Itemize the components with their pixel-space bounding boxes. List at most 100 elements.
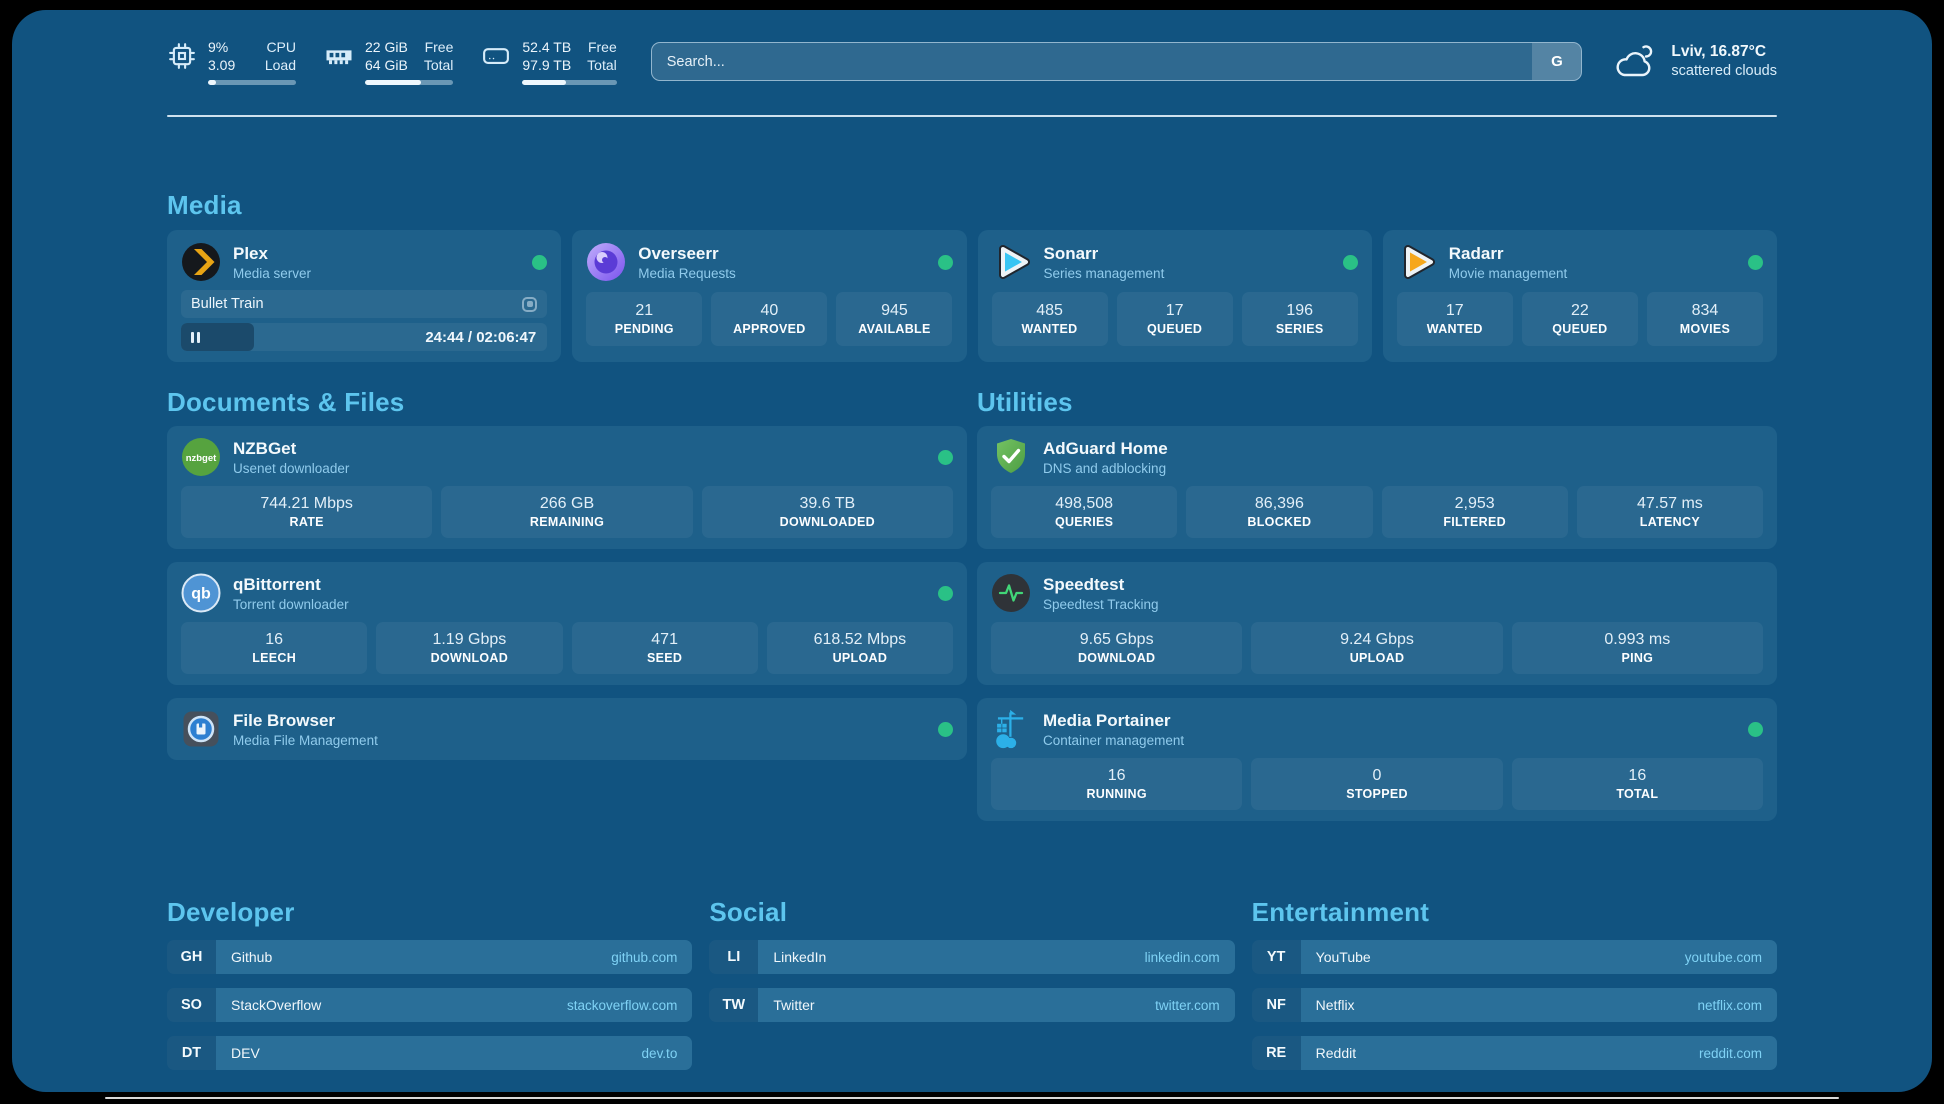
disk-free: 52.4 TB [522, 39, 572, 55]
bookmark-stackoverflow[interactable]: SO StackOverflow stackoverflow.com [167, 988, 693, 1022]
bookmark-label: Twitter [773, 997, 815, 1013]
bookmark-abbr: RE [1251, 1036, 1301, 1070]
app-card-qbittorrent[interactable]: qb qBittorrent Torrent downloader 16 LEE… [167, 562, 967, 685]
disk-icon [481, 41, 511, 71]
portainer-icon [991, 709, 1031, 749]
section-title-entertainment: Entertainment [1251, 897, 1430, 927]
plex-icon [181, 242, 221, 282]
svg-text:qb: qb [191, 586, 211, 603]
search-bar: G [650, 42, 1583, 81]
cpu-values: 9% 3.09 [208, 38, 235, 74]
status-dot [937, 254, 953, 270]
qbittorrent-icon: qb [181, 573, 221, 613]
app-name: Media Portainer [1043, 710, 1171, 730]
bookmark-label: YouTube [1315, 949, 1371, 965]
cpu-icon [167, 41, 197, 71]
app-name: Plex [233, 243, 268, 263]
app-subtitle: Media server [233, 265, 312, 281]
app-card-overseerr[interactable]: Overseerr Media Requests 21 PENDING 40 A… [572, 230, 967, 362]
bookmarks-social: Social LI LinkedIn linkedin.com TW Twitt… [709, 896, 1235, 1084]
bookmark-linkedin[interactable]: LI LinkedIn linkedin.com [709, 940, 1235, 974]
status-dot [938, 721, 953, 737]
bookmark-netflix[interactable]: NF Netflix netflix.com [1251, 988, 1777, 1022]
bookmark-reddit[interactable]: RE Reddit reddit.com [1251, 1036, 1777, 1070]
playback-progress-bar[interactable]: 24:44 / 02:06:47 [181, 323, 548, 351]
stat-seed: 471 SEED [571, 622, 758, 674]
app-card-plex[interactable]: Plex Media server Bullet Train 24:44 / 0… [167, 230, 562, 362]
stat-running: 16 RUNNING [991, 758, 1243, 810]
dashboard: 9% 3.09 CPU Load [12, 10, 1932, 1092]
app-card-speedtest[interactable]: Speedtest Speedtest Tracking 9.65 Gbps D… [977, 562, 1777, 685]
media-cards-row: Plex Media server Bullet Train 24:44 / 0… [167, 230, 1777, 362]
section-title-utilities: Utilities [977, 387, 1073, 417]
speedtest-icon [991, 573, 1031, 613]
memory-values: 22 GiB 64 GiB [365, 38, 408, 74]
weather-location: Lviv, 16.87°C [1671, 43, 1767, 60]
svg-text:nzbget: nzbget [186, 453, 217, 464]
stat-queued: 17 QUEUED [1116, 292, 1233, 346]
app-card-sonarr[interactable]: Sonarr Series management 485 WANTED 17 Q… [977, 230, 1372, 362]
bookmark-abbr: SO [167, 988, 216, 1022]
bookmark-domain: stackoverflow.com [567, 997, 678, 1013]
nzbget-icon: nzbget [181, 437, 221, 477]
bookmark-abbr: LI [709, 940, 759, 974]
section-title-developer: Developer [167, 897, 295, 927]
cpu-stat: 9% 3.09 CPU Load [167, 38, 296, 85]
search-input[interactable] [650, 42, 1583, 81]
stat-available: 945 AVAILABLE [836, 292, 953, 346]
stat-series: 196 SERIES [1241, 292, 1358, 346]
top-bar: 9% 3.09 CPU Load [167, 10, 1777, 85]
stat-pending: 21 PENDING [586, 292, 703, 346]
pause-icon[interactable] [191, 331, 200, 343]
bookmark-youtube[interactable]: YT YouTube youtube.com [1251, 940, 1777, 974]
playback-time: 24:44 / 02:06:47 [425, 328, 537, 346]
window-bottom-line [105, 1097, 1839, 1099]
bookmark-label: Netflix [1315, 997, 1355, 1013]
bookmark-abbr: DT [167, 1036, 216, 1070]
app-card-portainer[interactable]: Media Portainer Container management 16 … [977, 698, 1777, 821]
stat-downloaded: 39.6 TB DOWNLOADED [701, 486, 953, 538]
cpu-usage: 9% [208, 39, 229, 55]
memory-labels: Free Total [423, 39, 454, 73]
now-playing-row: Bullet Train [181, 290, 548, 318]
adguard-icon [991, 437, 1031, 477]
bookmark-domain: netflix.com [1697, 997, 1762, 1013]
stat-ping: 0.993 ms PING [1511, 622, 1763, 674]
app-name: Speedtest [1043, 574, 1125, 594]
app-card-nzbget[interactable]: nzbget NZBGet Usenet downloader 744.21 M… [167, 426, 967, 549]
app-card-filebrowser[interactable]: File Browser Media File Management [167, 698, 967, 760]
bookmark-domain: linkedin.com [1144, 949, 1220, 965]
app-card-radarr[interactable]: Radarr Movie management 17 WANTED 22 QUE… [1382, 230, 1777, 362]
app-name: File Browser [233, 710, 336, 730]
ram-icon [324, 41, 354, 71]
section-title-documents: Documents & Files [167, 387, 405, 417]
status-dot [1748, 721, 1763, 737]
disk-values: 52.4 TB 97.9 TB [522, 38, 571, 74]
section-title-media: Media [167, 190, 242, 220]
search-engine-button[interactable]: G [1532, 43, 1582, 80]
bookmark-domain: youtube.com [1684, 949, 1762, 965]
radarr-icon [1397, 242, 1437, 282]
overseerr-icon [586, 242, 626, 282]
bookmark-twitter[interactable]: TW Twitter twitter.com [709, 988, 1235, 1022]
app-name: Sonarr [1043, 243, 1099, 263]
app-name: qBittorrent [233, 574, 321, 594]
video-icon [522, 296, 538, 312]
bookmark-abbr: TW [709, 988, 759, 1022]
app-subtitle: Series management [1043, 265, 1165, 281]
disk-stat: 52.4 TB 97.9 TB Free Total [481, 38, 617, 85]
stat-download: 1.19 Gbps DOWNLOAD [376, 622, 563, 674]
bookmark-github[interactable]: GH Github github.com [167, 940, 693, 974]
stat-approved: 40 APPROVED [711, 292, 828, 346]
bookmark-label: StackOverflow [231, 997, 322, 1013]
stat-total: 16 TOTAL [1511, 758, 1763, 810]
app-subtitle: DNS and adblocking [1043, 460, 1167, 476]
status-dot [532, 254, 548, 270]
bookmark-dev[interactable]: DT DEV dev.to [167, 1036, 693, 1070]
app-card-adguard[interactable]: AdGuard Home DNS and adblocking 498,508 … [977, 426, 1777, 549]
section-title-social: Social [709, 897, 788, 927]
app-name: Radarr [1448, 243, 1504, 263]
app-name: Overseerr [638, 243, 719, 263]
bookmark-label: LinkedIn [773, 949, 827, 965]
stat-blocked: 86,396 BLOCKED [1186, 486, 1373, 538]
